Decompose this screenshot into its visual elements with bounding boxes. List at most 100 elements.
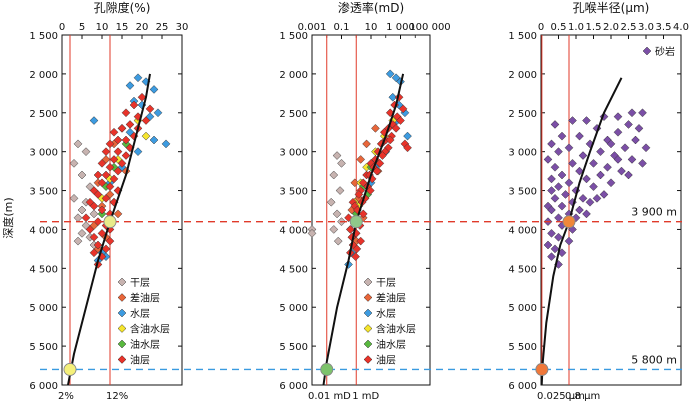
data-point	[543, 240, 553, 250]
data-point	[350, 178, 360, 188]
y-tick-label: 2 000	[508, 70, 537, 81]
data-point	[550, 193, 560, 203]
data-point	[113, 147, 123, 157]
data-point	[85, 225, 95, 234]
data-point	[105, 182, 115, 192]
data-point	[101, 147, 111, 157]
data-point	[578, 151, 588, 160]
y-tick-label: 5 000	[279, 303, 308, 314]
y-tick-label: 3 000	[279, 148, 308, 159]
data-point	[81, 213, 91, 223]
data-point	[329, 225, 339, 234]
data-point	[613, 112, 623, 122]
data-point	[613, 155, 623, 164]
data-point	[117, 123, 127, 133]
data-point	[141, 116, 151, 125]
data-point	[133, 73, 143, 83]
data-point	[329, 170, 339, 180]
legend-marker	[117, 277, 127, 287]
data-point	[371, 123, 380, 133]
legend-marker	[117, 308, 127, 318]
data-point	[137, 92, 147, 102]
data-point	[145, 104, 155, 114]
data-point	[578, 193, 588, 203]
data-point	[141, 131, 151, 141]
y-tick-label: 5 000	[508, 303, 537, 314]
y-tick-label: 4 000	[279, 225, 308, 236]
data-point	[93, 170, 103, 180]
data-point	[89, 209, 99, 219]
data-point	[73, 236, 83, 246]
data-point	[335, 186, 345, 195]
y-tick-label: 5 500	[508, 342, 537, 353]
data-point	[105, 139, 115, 149]
data-point	[564, 236, 574, 246]
data-point	[388, 92, 398, 102]
legend-label: 干层	[130, 277, 150, 289]
depth-axis-label: 深度(m)	[1, 197, 15, 238]
data-point	[93, 217, 103, 227]
data-point	[403, 131, 412, 141]
depth-annotation-label: 5 800 m	[631, 353, 677, 366]
data-point	[105, 236, 115, 246]
legend-marker	[642, 46, 652, 56]
data-point	[362, 139, 371, 149]
x-tick-label: 2.0	[603, 22, 619, 33]
legend-label: 砂岩	[655, 45, 675, 58]
legend-marker	[363, 293, 373, 302]
x-tick-label: 25	[156, 22, 169, 33]
y-tick-label: 2 500	[279, 109, 308, 120]
data-point	[109, 174, 119, 184]
threshold-label: 1 mD	[352, 391, 379, 402]
y-tick-label: 3 500	[508, 187, 537, 198]
data-point	[575, 205, 584, 215]
trend-line	[540, 77, 623, 386]
data-point	[149, 85, 159, 94]
threshold-label: 0.025 μm	[537, 391, 585, 402]
data-point	[617, 166, 626, 176]
data-point	[624, 120, 633, 129]
data-point	[89, 248, 99, 258]
data-point	[624, 170, 633, 180]
threshold-label: 0.01 mD	[308, 391, 351, 402]
data-point	[547, 186, 556, 195]
data-point	[641, 143, 651, 153]
legend-marker	[363, 324, 373, 333]
data-point	[631, 135, 640, 145]
data-point	[346, 225, 355, 234]
data-point	[332, 209, 342, 219]
highlight-point	[562, 215, 576, 229]
y-tick-label: 3 500	[29, 187, 58, 198]
data-point	[101, 193, 111, 203]
data-point	[351, 252, 360, 262]
data-point	[585, 197, 595, 207]
chart-panel: 孔喉半径(μm) 0 0.5 1.0 1.5 2.0 2.5 3.0 3.5 4.0 1 500 2 …	[508, 1, 689, 402]
data-point	[93, 190, 103, 199]
legend: 砂岩	[642, 45, 675, 58]
highlight-point	[535, 363, 549, 376]
data-point	[105, 162, 115, 172]
data-point	[547, 228, 556, 238]
legend-marker	[117, 324, 127, 333]
data-point	[592, 193, 602, 203]
data-point	[561, 190, 570, 199]
legend-marker	[117, 355, 127, 364]
data-point	[97, 158, 107, 168]
legend-marker	[117, 293, 127, 302]
x-tick-label: 0.001	[298, 22, 327, 33]
data-point	[356, 236, 366, 246]
chart-title: 孔隙度(%)	[94, 0, 151, 15]
data-point	[596, 147, 605, 157]
data-point	[564, 143, 574, 153]
data-point	[337, 158, 346, 168]
data-point	[125, 120, 135, 129]
data-point	[326, 197, 336, 207]
data-point	[125, 81, 135, 90]
chart-title: 渗透率(mD)	[338, 0, 404, 15]
y-tick-label: 2 500	[29, 109, 58, 120]
data-point	[333, 236, 343, 246]
data-point	[101, 244, 111, 254]
series-油层	[81, 92, 155, 269]
highlight-point	[349, 215, 363, 229]
data-point	[589, 182, 598, 192]
